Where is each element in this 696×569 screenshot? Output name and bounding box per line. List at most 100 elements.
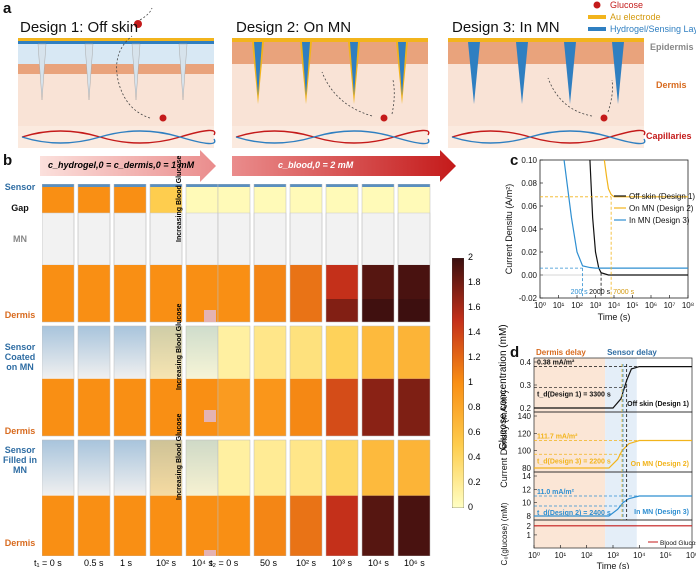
chart-d-ytick-label: 12 xyxy=(522,485,531,494)
grid-sensor-cell xyxy=(186,440,218,496)
chart-c-annot-7000: 7000 s xyxy=(613,289,635,296)
grid-sensor-strip xyxy=(218,184,250,187)
chart-d-xtick-label: 10⁴ xyxy=(633,551,646,560)
grid-cell-border xyxy=(325,184,359,323)
chart-d-value-label: 111.7 mA/m² xyxy=(537,434,578,441)
chart-d-series-name: Off skin (Design 1) xyxy=(627,401,689,408)
panel-b-label: b xyxy=(3,152,13,169)
grid-mn-cell xyxy=(397,212,431,266)
grid-dermis-cell xyxy=(326,495,358,556)
chart-d-value-label: 11.0 mA/m² xyxy=(537,489,575,496)
grid-cell-border xyxy=(217,184,251,323)
chart-c-series-line xyxy=(603,159,688,198)
grid-mn-cell xyxy=(217,212,251,266)
t1-label: t₁ = 0 s xyxy=(34,558,62,568)
chart-d-xtick-label: 10³ xyxy=(607,551,619,560)
increasing-arrow-marker xyxy=(204,410,216,422)
grid-cell-border xyxy=(397,184,431,323)
colorbar-tick: 2 xyxy=(468,252,474,262)
chart-c-xtick-label: 10⁷ xyxy=(664,301,676,310)
grid-sensor-strip xyxy=(326,184,358,187)
colorbar-tick: 1.6 xyxy=(468,302,481,312)
chart-d-ytick-label: 10 xyxy=(522,499,531,508)
t2-label: 10² s xyxy=(296,558,317,568)
chart-c-ytick-label: 0.06 xyxy=(521,202,537,211)
grid-sensor-strip xyxy=(254,184,286,187)
grid-dermis-cell xyxy=(254,495,286,556)
grid-cell-border xyxy=(253,325,287,437)
chart-d-value-label: 0.38 mA/m² xyxy=(537,360,575,367)
grid-sensor-cell xyxy=(78,440,110,496)
t2-label: 10⁶ s xyxy=(404,558,425,568)
grid-sensor-cell xyxy=(150,440,182,496)
arrow2-label: c_blood,0 = 2 mM xyxy=(278,160,354,170)
grid-dermis-cell xyxy=(150,378,182,436)
panel-d-label: d xyxy=(510,344,520,361)
grid-cell-border xyxy=(113,184,147,323)
grid-sensor-cell xyxy=(398,326,430,379)
chart-d-xtick-label: 10⁰ xyxy=(528,551,540,560)
grid-dermis-cell xyxy=(78,378,110,436)
chart-c-xtick-label: 10³ xyxy=(590,301,602,310)
grid-gap-cell xyxy=(114,187,146,213)
chart-c-ytick-label: 0.00 xyxy=(521,271,537,280)
grid-cell-border xyxy=(77,439,111,556)
grid-dermis-cell xyxy=(254,265,286,322)
grid-sensor-strip xyxy=(114,184,146,187)
legend-au: Au electrode xyxy=(610,12,661,22)
grid-mn-cell xyxy=(185,212,219,266)
chart-d-ytick-label: 14 xyxy=(522,472,531,481)
grid-mn-cell xyxy=(113,212,147,266)
chart-d: Dermis delay Sensor delay 0.4 0.3 0.2 0.38 mA… xyxy=(499,348,696,569)
grid-sensor-cell xyxy=(254,440,286,496)
grid-sensor-cell xyxy=(290,440,322,496)
grid-sensor-strip xyxy=(362,184,394,187)
grid-cell-border xyxy=(253,184,287,323)
grid-cell-border xyxy=(113,439,147,556)
chart-c-legend-text: On MN (Design 2) xyxy=(629,204,694,213)
grid-dermis-deep xyxy=(362,299,394,322)
grid-dermis-cell xyxy=(42,495,74,556)
chart-d-region1-label: Dermis delay xyxy=(536,348,586,357)
grid-cell-border xyxy=(42,439,75,556)
colorbar-tick: 1.8 xyxy=(468,277,481,287)
grid-cell-border xyxy=(361,439,395,556)
chart-c-annot-200: 200 s xyxy=(571,289,589,296)
simulation-grid xyxy=(42,184,431,556)
grid-dermis-cell xyxy=(398,495,430,556)
grid-dermis-cell xyxy=(326,378,358,436)
chart-c-ylabel: Current Densitu (A/m²) xyxy=(504,184,514,275)
chart-d-xtick-label: 10² xyxy=(581,551,593,560)
increasing-label-1: Increasing Blood Glucose xyxy=(176,155,183,242)
t2-label: 10³ s xyxy=(332,558,353,568)
colorbar-tick: 0.2 xyxy=(468,477,481,487)
grid-sensor-cell xyxy=(186,326,218,379)
row1-sensor-label: Sensor xyxy=(4,182,36,192)
grid-mn-cell xyxy=(253,212,287,266)
grid-gap-cell xyxy=(78,187,110,213)
chart-d-ylabel: Current Density (mA/m²) xyxy=(499,390,509,488)
row1-mn-label: MN xyxy=(13,234,27,244)
grid-cell-border xyxy=(113,325,147,437)
chart-c-ytick-label: 0.08 xyxy=(521,179,537,188)
chart-c-ytick-label: 0.10 xyxy=(521,156,537,165)
chart-c-annot-2000: 2000 s xyxy=(589,289,611,296)
grid-sensor-cell xyxy=(362,326,394,379)
grid-cell-border xyxy=(325,325,359,437)
t1-label: 10⁴ s xyxy=(192,558,213,568)
grid-gap-cell xyxy=(290,187,322,213)
chart-d-td-label: t_d(Design 2) = 2400 s xyxy=(537,510,611,517)
grid-sensor-cell xyxy=(218,440,250,496)
grid-cell-border xyxy=(253,439,287,556)
chart-d-ytick-label: 100 xyxy=(518,447,532,456)
increasing-label-2: Increasing Blood Glucose xyxy=(176,303,183,390)
grid-dermis-deep xyxy=(326,299,358,322)
increasing-arrow-marker xyxy=(204,550,216,556)
grid-dermis-cell xyxy=(42,265,74,322)
chart-d-xtick-label: 10⁵ xyxy=(660,551,672,560)
grid-dermis-cell xyxy=(398,378,430,436)
concentration-arrows xyxy=(40,150,456,182)
legend-glucose: Glucose xyxy=(610,0,644,10)
grid-cell-border xyxy=(42,184,75,323)
